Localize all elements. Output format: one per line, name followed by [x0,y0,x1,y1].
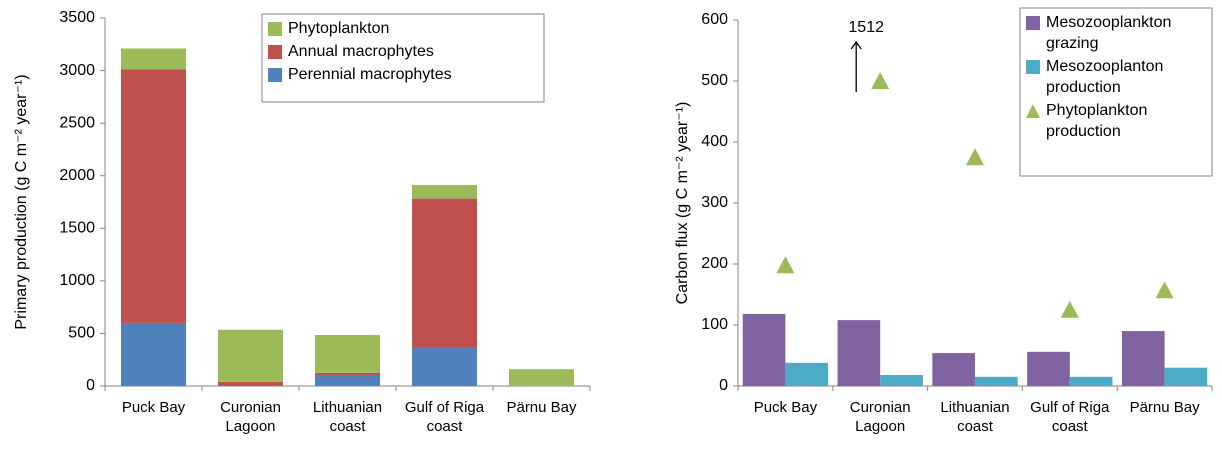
legend: Mesozooplankton grazing Mesozooplanton pr… [1026,12,1208,142]
y-axis-label: Primary production (g C m⁻² year⁻¹) [13,74,30,329]
x-tick-label-box: Gulf of Riga coast [1030,399,1110,435]
legend-swatch [1026,16,1040,30]
legend-item: Mesozooplankton grazing [1026,12,1208,54]
bar [121,69,186,323]
legend-swatch [268,45,282,59]
bar [1069,376,1113,386]
y-tick-label: 1000 [59,272,95,289]
x-tick-label: Lithuanian coast [940,399,1010,435]
bar [315,374,380,386]
bar [412,347,477,386]
marker [776,256,795,274]
legend: Phytoplankton Annual macrophytes Perennial… [268,18,540,85]
legend-label: Phytoplankton production [1046,102,1148,140]
legend-label: Mesozooplanton production [1046,58,1164,96]
annotation: 1512 [848,19,884,36]
x-tick-label: Gulf of Riga coast [404,399,485,435]
bar [742,314,786,386]
bar [932,353,975,386]
x-tick-label-box: Puck Bay [121,399,186,416]
legend-swatch [1026,60,1040,74]
x-tick-label-box: Curonian Lagoon [220,399,281,435]
bar [315,372,380,375]
y-tick-label: 2500 [59,114,95,131]
marker [966,148,984,166]
x-tick-label: Pärnu Bay [506,399,577,416]
y-tick-label: 600 [701,11,728,28]
x-tick-label: Puck Bay [121,399,186,416]
bar [412,198,477,348]
bar [785,362,829,386]
x-tick-label-box: Lithuanian coast [312,399,383,435]
y-tick-label: 100 [701,316,728,333]
y-tick-label: 500 [68,325,95,342]
bar [509,369,574,386]
bar [121,48,186,70]
x-tick-label-box: Pärnu Bay [506,399,577,416]
legend-label: Perennial macrophytes [288,66,452,83]
y-tick-label: 0 [719,377,728,394]
bar [837,320,881,386]
y-tick-label: 0 [86,377,95,394]
bar [880,375,923,386]
y-axis-label: Carbon flux (g C m⁻² year⁻¹) [674,102,691,305]
x-tick-label-box: Puck Bay [753,399,818,416]
x-tick-label-box: Pärnu Bay [1129,399,1200,416]
y-tick-label: 2000 [59,167,95,184]
legend-item: Perennial macrophytes [268,64,540,85]
bar [121,322,186,386]
y-tick-label: 3500 [59,9,95,26]
bar [315,335,380,373]
x-tick-label-box: Curonian Lagoon [849,399,911,435]
legend-list: Phytoplankton Annual macrophytes Perennial… [268,18,540,85]
bar [218,329,283,382]
y-tick-label: 300 [701,194,728,211]
x-tick-label-box: Gulf of Riga coast [404,399,485,435]
bar [218,385,283,386]
y-tick-label: 200 [701,255,728,272]
marker [1155,281,1174,299]
x-tick-label: Puck Bay [753,399,818,416]
x-tick-label-box: Lithuanian coast [940,399,1010,435]
marker [1060,300,1079,318]
legend-swatch [1026,104,1040,118]
legend-item: Mesozooplanton production [1026,56,1208,98]
x-tick-label: Curonian Lagoon [220,399,281,435]
bar [1121,331,1165,386]
legend-label: Phytoplankton [288,20,390,37]
bar [1027,351,1070,386]
annotation-arrowhead [850,40,862,50]
marker [871,72,890,89]
x-tick-label: Curonian Lagoon [849,399,911,435]
y-tick-label: 1500 [59,220,95,237]
legend-label: Annual macrophytes [288,43,434,60]
legend-item: Annual macrophytes [268,41,540,62]
legend-item: Phytoplankton production [1026,100,1208,142]
y-tick-label: 500 [701,72,728,89]
legend-item: Phytoplankton [268,18,540,39]
y-tick-label: 400 [701,133,728,150]
legend-swatch [268,68,282,82]
x-tick-label: Pärnu Bay [1129,399,1200,416]
x-tick-label: Gulf of Riga coast [1030,399,1110,435]
x-tick-label: Lithuanian coast [312,399,383,435]
y-tick-label: 3000 [59,62,95,79]
legend-box [261,13,545,103]
legend-label: Mesozooplankton grazing [1046,14,1172,52]
legend-swatch [268,22,282,36]
legend-list: Mesozooplankton grazing Mesozooplanton pr… [1026,12,1208,142]
bar [1164,367,1208,386]
bar [975,376,1018,386]
legend-box [1019,7,1213,177]
bar [218,381,283,386]
bar [412,184,477,199]
